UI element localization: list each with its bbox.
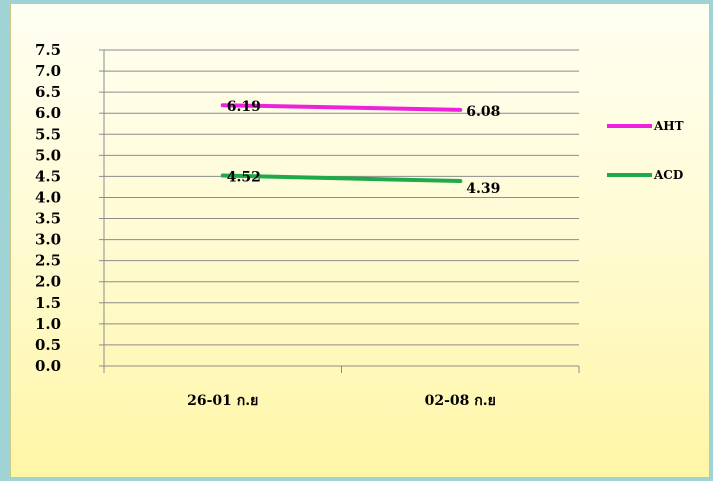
- series-line-aht: [220, 103, 463, 112]
- y-tick-label: 6.5: [35, 83, 61, 101]
- y-tick-label: 6.0: [35, 104, 61, 122]
- legend: AHT ACD: [607, 119, 684, 182]
- y-tick-label: 5.0: [35, 146, 61, 164]
- y-tick-label: 7.0: [35, 62, 61, 80]
- series-line-acd: [220, 173, 463, 184]
- axes: [99, 49, 580, 373]
- y-tick-label: 0.5: [35, 336, 61, 354]
- y-tick-label: 3.5: [35, 210, 61, 228]
- series-lines: [220, 103, 463, 184]
- y-tick-label: 4.0: [35, 188, 61, 206]
- y-tick-label: 1.5: [35, 294, 61, 312]
- chart-area: 0.0 0.5 1.0 1.5 2.0 2.5 3.0 3.5 4.0 4.5 5.0 5.5 6.0 6…: [10, 3, 710, 478]
- y-tick-label: 1.0: [35, 315, 61, 333]
- y-axis-tick-labels: 0.0 0.5 1.0 1.5 2.0 2.5 3.0 3.5 4.0 4.5 5.0 5.5 6.0 6…: [35, 41, 61, 375]
- y-tick-label: 0.0: [35, 357, 61, 375]
- y-tick-label: 5.5: [35, 125, 61, 143]
- y-tick-label: 7.5: [35, 41, 61, 59]
- y-tick-label: 4.5: [35, 167, 61, 185]
- y-tick-label: 2.5: [35, 252, 61, 270]
- y-tick-label: 2.0: [35, 273, 61, 291]
- x-tick-label: 02-08 ก.ย: [425, 393, 496, 409]
- legend-label-aht: AHT: [653, 119, 684, 133]
- data-label-aht: 6.19: [227, 99, 261, 115]
- legend-label-acd: ACD: [653, 168, 683, 182]
- x-axis-tick-labels: 26-01 ก.ย 02-08 ก.ย: [187, 393, 496, 409]
- data-label-aht: 6.08: [466, 104, 500, 120]
- y-tick-label: 3.0: [35, 231, 61, 249]
- line-chart: 0.0 0.5 1.0 1.5 2.0 2.5 3.0 3.5 4.0 4.5 5.0 5.5 6.0 6…: [35, 41, 684, 409]
- data-label-acd: 4.39: [466, 181, 500, 197]
- data-labels: 6.19 6.08 4.52 4.39: [227, 99, 501, 197]
- x-tick-label: 26-01 ก.ย: [187, 393, 258, 409]
- data-label-acd: 4.52: [227, 170, 261, 186]
- gridlines: [104, 49, 579, 367]
